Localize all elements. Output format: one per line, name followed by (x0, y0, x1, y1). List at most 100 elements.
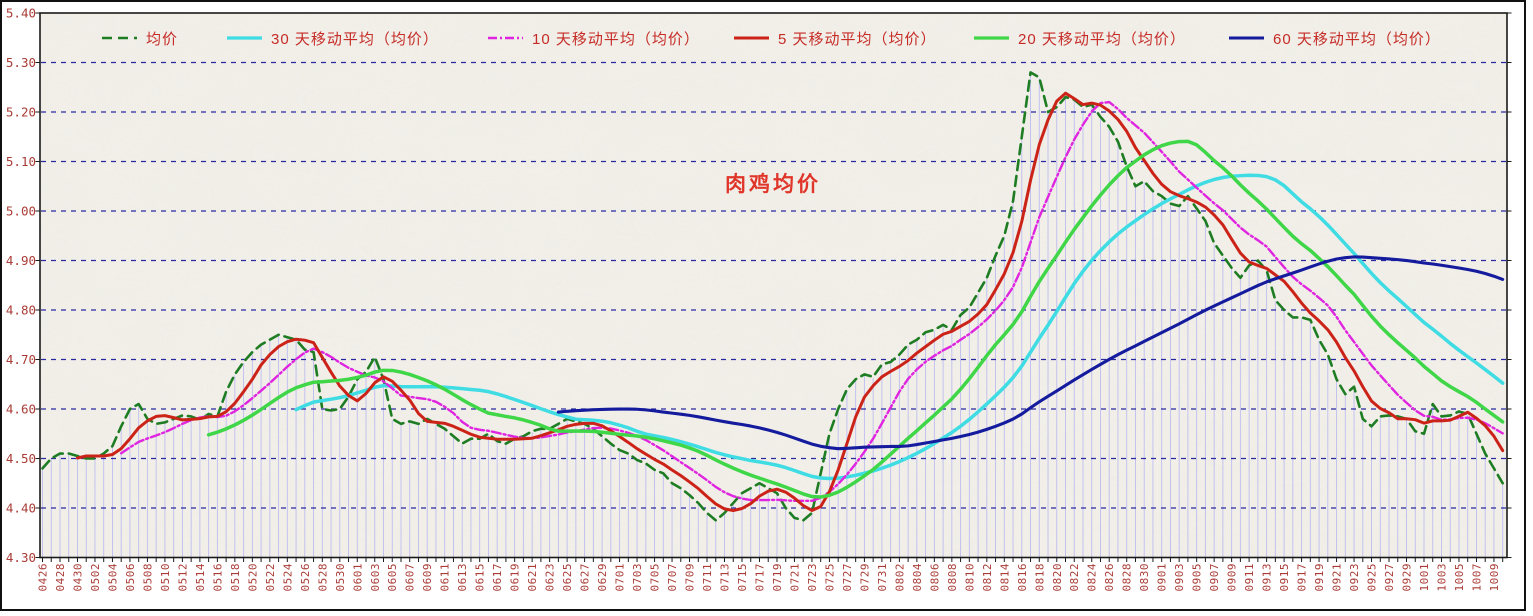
x-axis-label: 0605 (386, 563, 399, 592)
y-axis-label: 4.80 (6, 303, 36, 318)
x-axis-label: 0810 (963, 563, 976, 592)
series-line-ma20 (206, 139, 1505, 499)
x-axis-label: 0927 (1383, 563, 1396, 592)
x-axis-label: 0731 (876, 563, 889, 592)
x-axis-label: 0923 (1348, 563, 1361, 592)
x-axis-label: 0520 (246, 563, 259, 592)
x-axis-label: 0717 (753, 563, 766, 592)
x-axis-label: 0907 (1208, 563, 1221, 592)
x-axis-label: 0806 (928, 563, 941, 592)
x-axis-label: 0826 (1103, 563, 1116, 592)
x-axis-label: 0816 (1016, 563, 1029, 592)
x-axis-label: 0510 (159, 563, 172, 592)
x-axis-label: 0609 (421, 563, 434, 592)
x-axis-label: 0701 (614, 563, 627, 592)
x-axis-label: 0705 (649, 563, 662, 592)
x-axis-label: 0629 (596, 563, 609, 592)
x-axis-label: 0524 (281, 563, 294, 592)
y-axis-label: 4.90 (6, 253, 36, 268)
x-axis-label: 0727 (841, 563, 854, 592)
x-axis-label: 0514 (194, 563, 207, 592)
y-axis-label: 5.20 (6, 105, 36, 120)
x-axis-label: 0526 (299, 563, 312, 592)
x-axis-label: 0915 (1278, 563, 1291, 592)
x-axis-label: 0721 (788, 563, 801, 592)
x-axis-label: 0719 (771, 563, 784, 592)
x-axis-label: 0512 (176, 563, 189, 592)
y-axis-label: 4.70 (6, 352, 36, 367)
x-axis-label: 0729 (858, 563, 871, 592)
x-axis-label: 0903 (1173, 563, 1186, 592)
x-axis-label: 0828 (1121, 563, 1134, 592)
x-axis-label: 0703 (631, 563, 644, 592)
x-axis-label: 0617 (491, 563, 504, 592)
plot-border-rect (39, 12, 1508, 559)
y-axis-label: 5.00 (6, 204, 36, 219)
x-axis-label: 1005 (1453, 563, 1466, 592)
x-axis-label: 0426 (37, 563, 50, 592)
x-axis-label: 0430 (71, 563, 84, 592)
series-line-ma60 (556, 255, 1505, 451)
x-axis-label: 0603 (369, 563, 382, 592)
x-axis-label: 0623 (544, 563, 557, 592)
x-axis-label: 0707 (666, 563, 679, 592)
x-axis-label: 0522 (264, 563, 277, 592)
y-axis-label: 5.10 (6, 154, 36, 169)
x-axis-label: 0613 (456, 563, 469, 592)
x-axis-label: 0713 (719, 563, 732, 592)
x-axis-label: 0909 (1226, 563, 1239, 592)
x-axis-label: 0516 (211, 563, 224, 592)
x-axis-label: 0905 (1191, 563, 1204, 592)
y-axis-label: 5.40 (6, 6, 36, 21)
x-axis-label: 0530 (334, 563, 347, 592)
x-axis-label: 0518 (229, 563, 242, 592)
y-axis-label: 4.60 (6, 402, 36, 417)
x-axis-label: 0715 (736, 563, 749, 592)
x-axis-label: 0508 (141, 563, 154, 592)
x-axis-label: 1001 (1418, 563, 1431, 592)
x-axis-label: 0830 (1138, 563, 1151, 592)
x-axis-label: 0709 (684, 563, 697, 592)
x-axis-label: 1003 (1435, 563, 1448, 592)
x-axis-label: 0615 (474, 563, 487, 592)
y-axis-label: 4.30 (6, 550, 36, 565)
x-axis-label: 0808 (946, 563, 959, 592)
x-axis-label: 0822 (1068, 563, 1081, 592)
x-axis-label: 0913 (1261, 563, 1274, 592)
horizontal-gridlines (41, 61, 1506, 509)
x-axis-label: 0812 (981, 563, 994, 592)
x-axis-label: 0601 (351, 563, 364, 592)
x-axis-label: 0929 (1401, 563, 1414, 592)
y-axis-label: 4.40 (6, 501, 36, 516)
x-axis-label: 0619 (509, 563, 522, 592)
x-axis-label: 1009 (1488, 563, 1501, 592)
daily-drop-lines (42, 73, 1504, 557)
x-axis-label: 0925 (1366, 563, 1379, 592)
x-axis-labels: 0426 0428 0430 0502 0504 0506 0508 0510 0512 0514… (37, 563, 1501, 592)
x-axis-label: 1007 (1470, 563, 1483, 592)
series-line-ma30 (294, 173, 1505, 481)
x-axis-label: 0627 (579, 563, 592, 592)
x-axis-label: 0802 (893, 563, 906, 592)
y-axis-label: 5.30 (6, 55, 36, 70)
x-axis-label: 0621 (526, 563, 539, 592)
x-axis-label: 0917 (1296, 563, 1309, 592)
series-lines (41, 71, 1505, 522)
series-line-ma5 (75, 91, 1505, 512)
x-axis-label: 0814 (998, 563, 1011, 592)
x-axis-label: 0611 (439, 563, 452, 592)
x-axis-label: 0921 (1331, 563, 1344, 592)
x-axis-label: 0725 (823, 563, 836, 592)
x-axis-label: 0818 (1033, 563, 1046, 592)
y-axis-label: 4.50 (6, 451, 36, 466)
x-axis-label: 0824 (1086, 563, 1099, 592)
axis-ticks (35, 12, 1512, 562)
x-axis-label: 0911 (1243, 563, 1256, 592)
x-axis-label: 0711 (701, 563, 714, 592)
x-axis-label: 0804 (911, 563, 924, 592)
x-axis-label: 0502 (89, 563, 102, 592)
x-axis-label: 0723 (806, 563, 819, 592)
chart-title: 肉鸡均价 (725, 173, 821, 196)
